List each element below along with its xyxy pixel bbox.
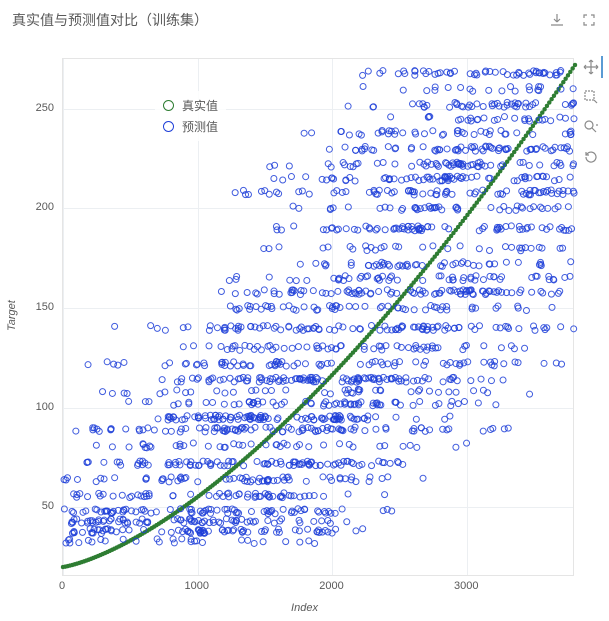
x-tick-label: 1000 [184, 580, 208, 592]
chart-header: 真实值与预测值对比（训练集） [0, 0, 609, 40]
y-tick-label: 50 [6, 500, 54, 512]
legend-label-predicted: 预测值 [182, 118, 218, 135]
pan-tool-icon[interactable] [581, 56, 603, 78]
inspect-tool-icon[interactable] [581, 116, 603, 138]
download-icon[interactable] [549, 12, 565, 28]
y-tick-label: 100 [6, 401, 54, 413]
y-tick-label: 150 [6, 301, 54, 313]
legend-marker-predicted [163, 121, 174, 132]
legend-label-actual: 真实值 [182, 97, 218, 114]
y-tick-label: 200 [6, 201, 54, 213]
legend-item-predicted[interactable]: 预测值 [163, 116, 218, 137]
reset-tool-icon[interactable] [581, 146, 603, 168]
x-tick-label: 2000 [319, 580, 343, 592]
legend-item-actual[interactable]: 真实值 [163, 95, 218, 116]
x-tick-label: 0 [59, 580, 65, 592]
chart-title: 真实值与预测值对比（训练集） [12, 10, 533, 30]
fullscreen-icon[interactable] [581, 12, 597, 28]
plot-area[interactable]: 真实值 预测值 [62, 58, 574, 576]
legend-marker-actual [163, 100, 174, 111]
legend: 真实值 预测值 [155, 91, 226, 141]
x-axis-label: Index [291, 602, 318, 614]
x-tick-label: 3000 [454, 580, 478, 592]
y-tick-label: 250 [6, 102, 54, 114]
scatter-series [63, 59, 573, 575]
zoom-tool-icon[interactable] [581, 86, 603, 108]
plot-toolbar [581, 56, 605, 168]
chart-area: Target Index 50100150200250 010002000300… [0, 40, 609, 621]
